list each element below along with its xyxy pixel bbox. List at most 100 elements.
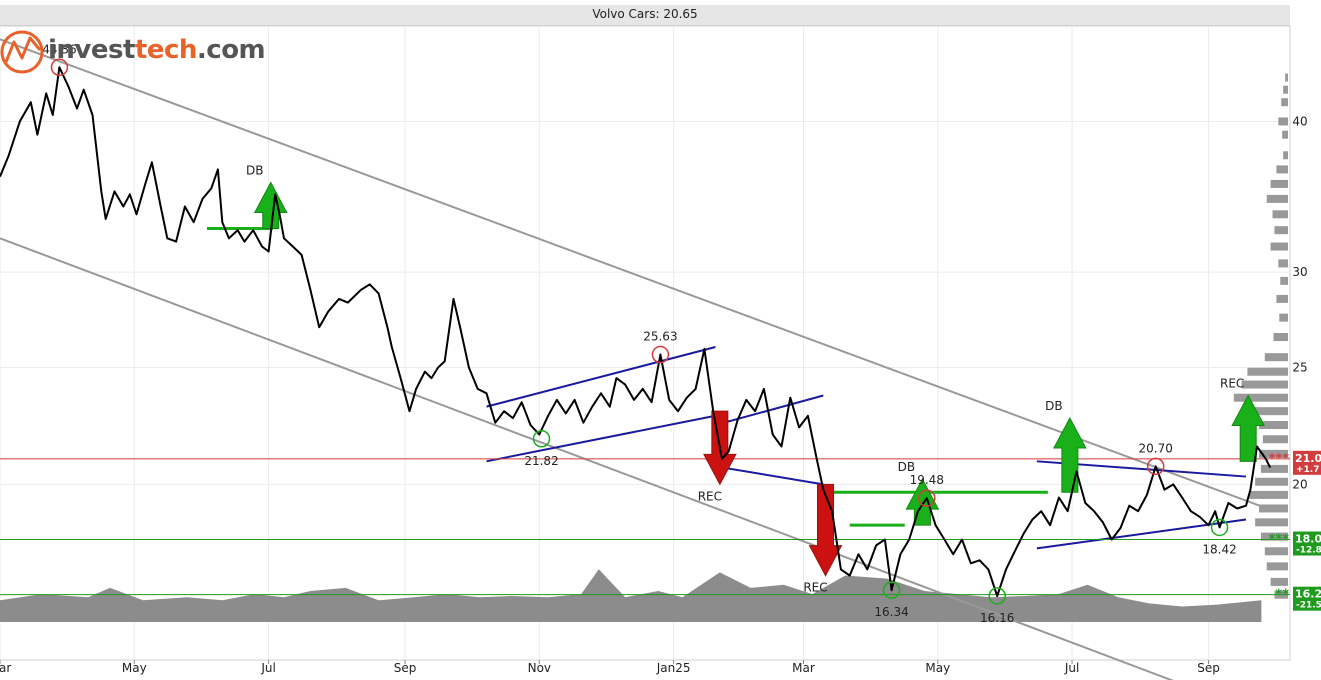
x-tick-label: Sep	[1197, 661, 1220, 675]
y-tick-label: 40	[1292, 114, 1307, 128]
y-tick-label: 30	[1292, 265, 1307, 279]
volume-profile-bar	[1283, 151, 1288, 160]
volume-profile-bar	[1279, 313, 1288, 322]
x-tick-label: Jul	[260, 661, 275, 675]
volume-profile-bar	[1264, 353, 1288, 362]
support-pct-label: -21.5	[1296, 601, 1321, 611]
rectangle-formation-line	[715, 394, 824, 426]
support-badge	[1293, 531, 1321, 556]
pivot-label: 16.16	[980, 611, 1014, 625]
volume-profile-bar	[1249, 490, 1288, 499]
support-badge	[1293, 586, 1321, 611]
signal-label: REC	[803, 581, 827, 595]
volume-profile-bar	[1259, 449, 1288, 458]
x-tick-label: Nov	[528, 661, 551, 675]
resistance-stars: ***	[1269, 452, 1290, 467]
volume-profile-bar	[1270, 179, 1288, 188]
logo-accent: tech	[134, 35, 197, 65]
logo-mark-icon	[0, 30, 44, 74]
volume-profile-bar	[1249, 407, 1288, 416]
support-stars: ***	[1269, 533, 1290, 548]
pivot-top-circle	[1146, 457, 1165, 476]
trend-channel-layer	[0, 38, 1275, 680]
volume-layer	[0, 569, 1262, 622]
volume-profile-bar	[1270, 577, 1288, 586]
logo-suffix: .com	[196, 35, 266, 65]
x-tick-label: Jan25	[656, 661, 691, 675]
rectangle-formation-layer	[486, 346, 1247, 550]
volume-profile-bar	[1260, 464, 1288, 473]
buy-signal-arrow	[905, 478, 940, 526]
rectangle-formation-line	[715, 465, 824, 486]
resistance-badge	[1293, 450, 1321, 475]
sell-signal-arrow	[808, 483, 843, 577]
rectangle-formation-line	[1036, 518, 1247, 550]
volume-profile-bar	[1259, 504, 1288, 513]
pivot-bottom-circle	[882, 581, 901, 599]
investtech-logo: investtech.com	[0, 30, 280, 74]
volume-profile-bar	[1278, 117, 1288, 126]
resistance-pct-label: +1.7	[1296, 465, 1319, 475]
pivot-top-circle	[918, 489, 936, 507]
volume-profile-bar	[1273, 333, 1288, 342]
pivot-label: 16.34	[874, 605, 908, 619]
volume-profile-bar	[1276, 165, 1288, 174]
volume-profile-bar	[1281, 98, 1288, 107]
pivot-top-circle	[50, 58, 69, 77]
trend-channel-line	[0, 237, 1174, 680]
support-value-label: 18.0	[1295, 533, 1321, 546]
signal-label: DB	[898, 460, 915, 474]
volume-profile-bar	[1266, 562, 1288, 571]
rectangle-formation-line	[486, 414, 716, 463]
volume-profile-bar	[1283, 85, 1288, 94]
volume-profile-bar	[1255, 477, 1288, 486]
pivot-layer: 44.36 25.63 21.82 19.48 16.34 16.16 20.70 18.42	[42, 42, 1236, 625]
resistance-value-label: 21.0	[1295, 452, 1321, 465]
support-pct-label: -12.8	[1296, 546, 1321, 556]
plot-frame	[0, 25, 1291, 661]
volume-profile-bar	[1276, 294, 1288, 303]
volume-profile-bar	[1285, 73, 1288, 82]
pivot-bottom-circle	[1210, 518, 1229, 537]
x-tick-label: Mar	[0, 661, 11, 675]
chart-title: Volvo Cars: 20.65	[592, 7, 698, 21]
signal-arrow-layer: DB REC REC DB DB REC	[246, 163, 1266, 595]
volume-profile-layer	[1233, 73, 1288, 599]
x-tick-label: May	[122, 661, 147, 675]
signal-label: REC	[698, 489, 722, 503]
double-bottom-line-layer	[206, 227, 1048, 527]
grid-layer	[0, 25, 1291, 661]
volume-profile-bar	[1280, 276, 1288, 285]
pivot-label: 44.36	[42, 42, 76, 56]
volume-profile-bar	[1274, 226, 1288, 235]
pivot-label: 18.42	[1202, 542, 1236, 556]
volume-profile-bar	[1272, 210, 1288, 219]
volume-profile-bar	[1247, 367, 1288, 376]
volume-profile-bar	[1264, 547, 1288, 556]
volume-profile-bar	[1266, 194, 1288, 203]
volume-profile-bar	[1255, 518, 1288, 527]
volume-profile-bar	[1259, 421, 1288, 430]
support-stars: **	[1275, 588, 1289, 603]
volume-profile-bar	[1241, 380, 1288, 389]
y-tick-label: 20	[1292, 477, 1307, 491]
x-tick-label: Jul	[1064, 661, 1079, 675]
volume-profile-bar	[1262, 435, 1288, 444]
pivot-bottom-circle	[988, 587, 1006, 605]
pivot-label: 20.70	[1139, 441, 1173, 455]
trend-channel-line	[0, 38, 1275, 513]
x-tick-label: May	[925, 661, 950, 675]
volume-profile-bar	[1233, 393, 1288, 402]
price-line-layer	[0, 66, 1272, 597]
x-tick-label: Sep	[394, 661, 417, 675]
volume-profile-bar	[1282, 130, 1288, 139]
signal-label: REC	[1220, 376, 1244, 390]
logo-wordmark: investtech.com	[48, 35, 266, 65]
volume-area	[0, 569, 1262, 622]
pivot-label: 21.82	[524, 454, 558, 468]
y-tick-label: 25	[1292, 361, 1307, 375]
x-tick-label: Mar	[792, 661, 815, 675]
volume-profile-bar	[1260, 532, 1288, 541]
